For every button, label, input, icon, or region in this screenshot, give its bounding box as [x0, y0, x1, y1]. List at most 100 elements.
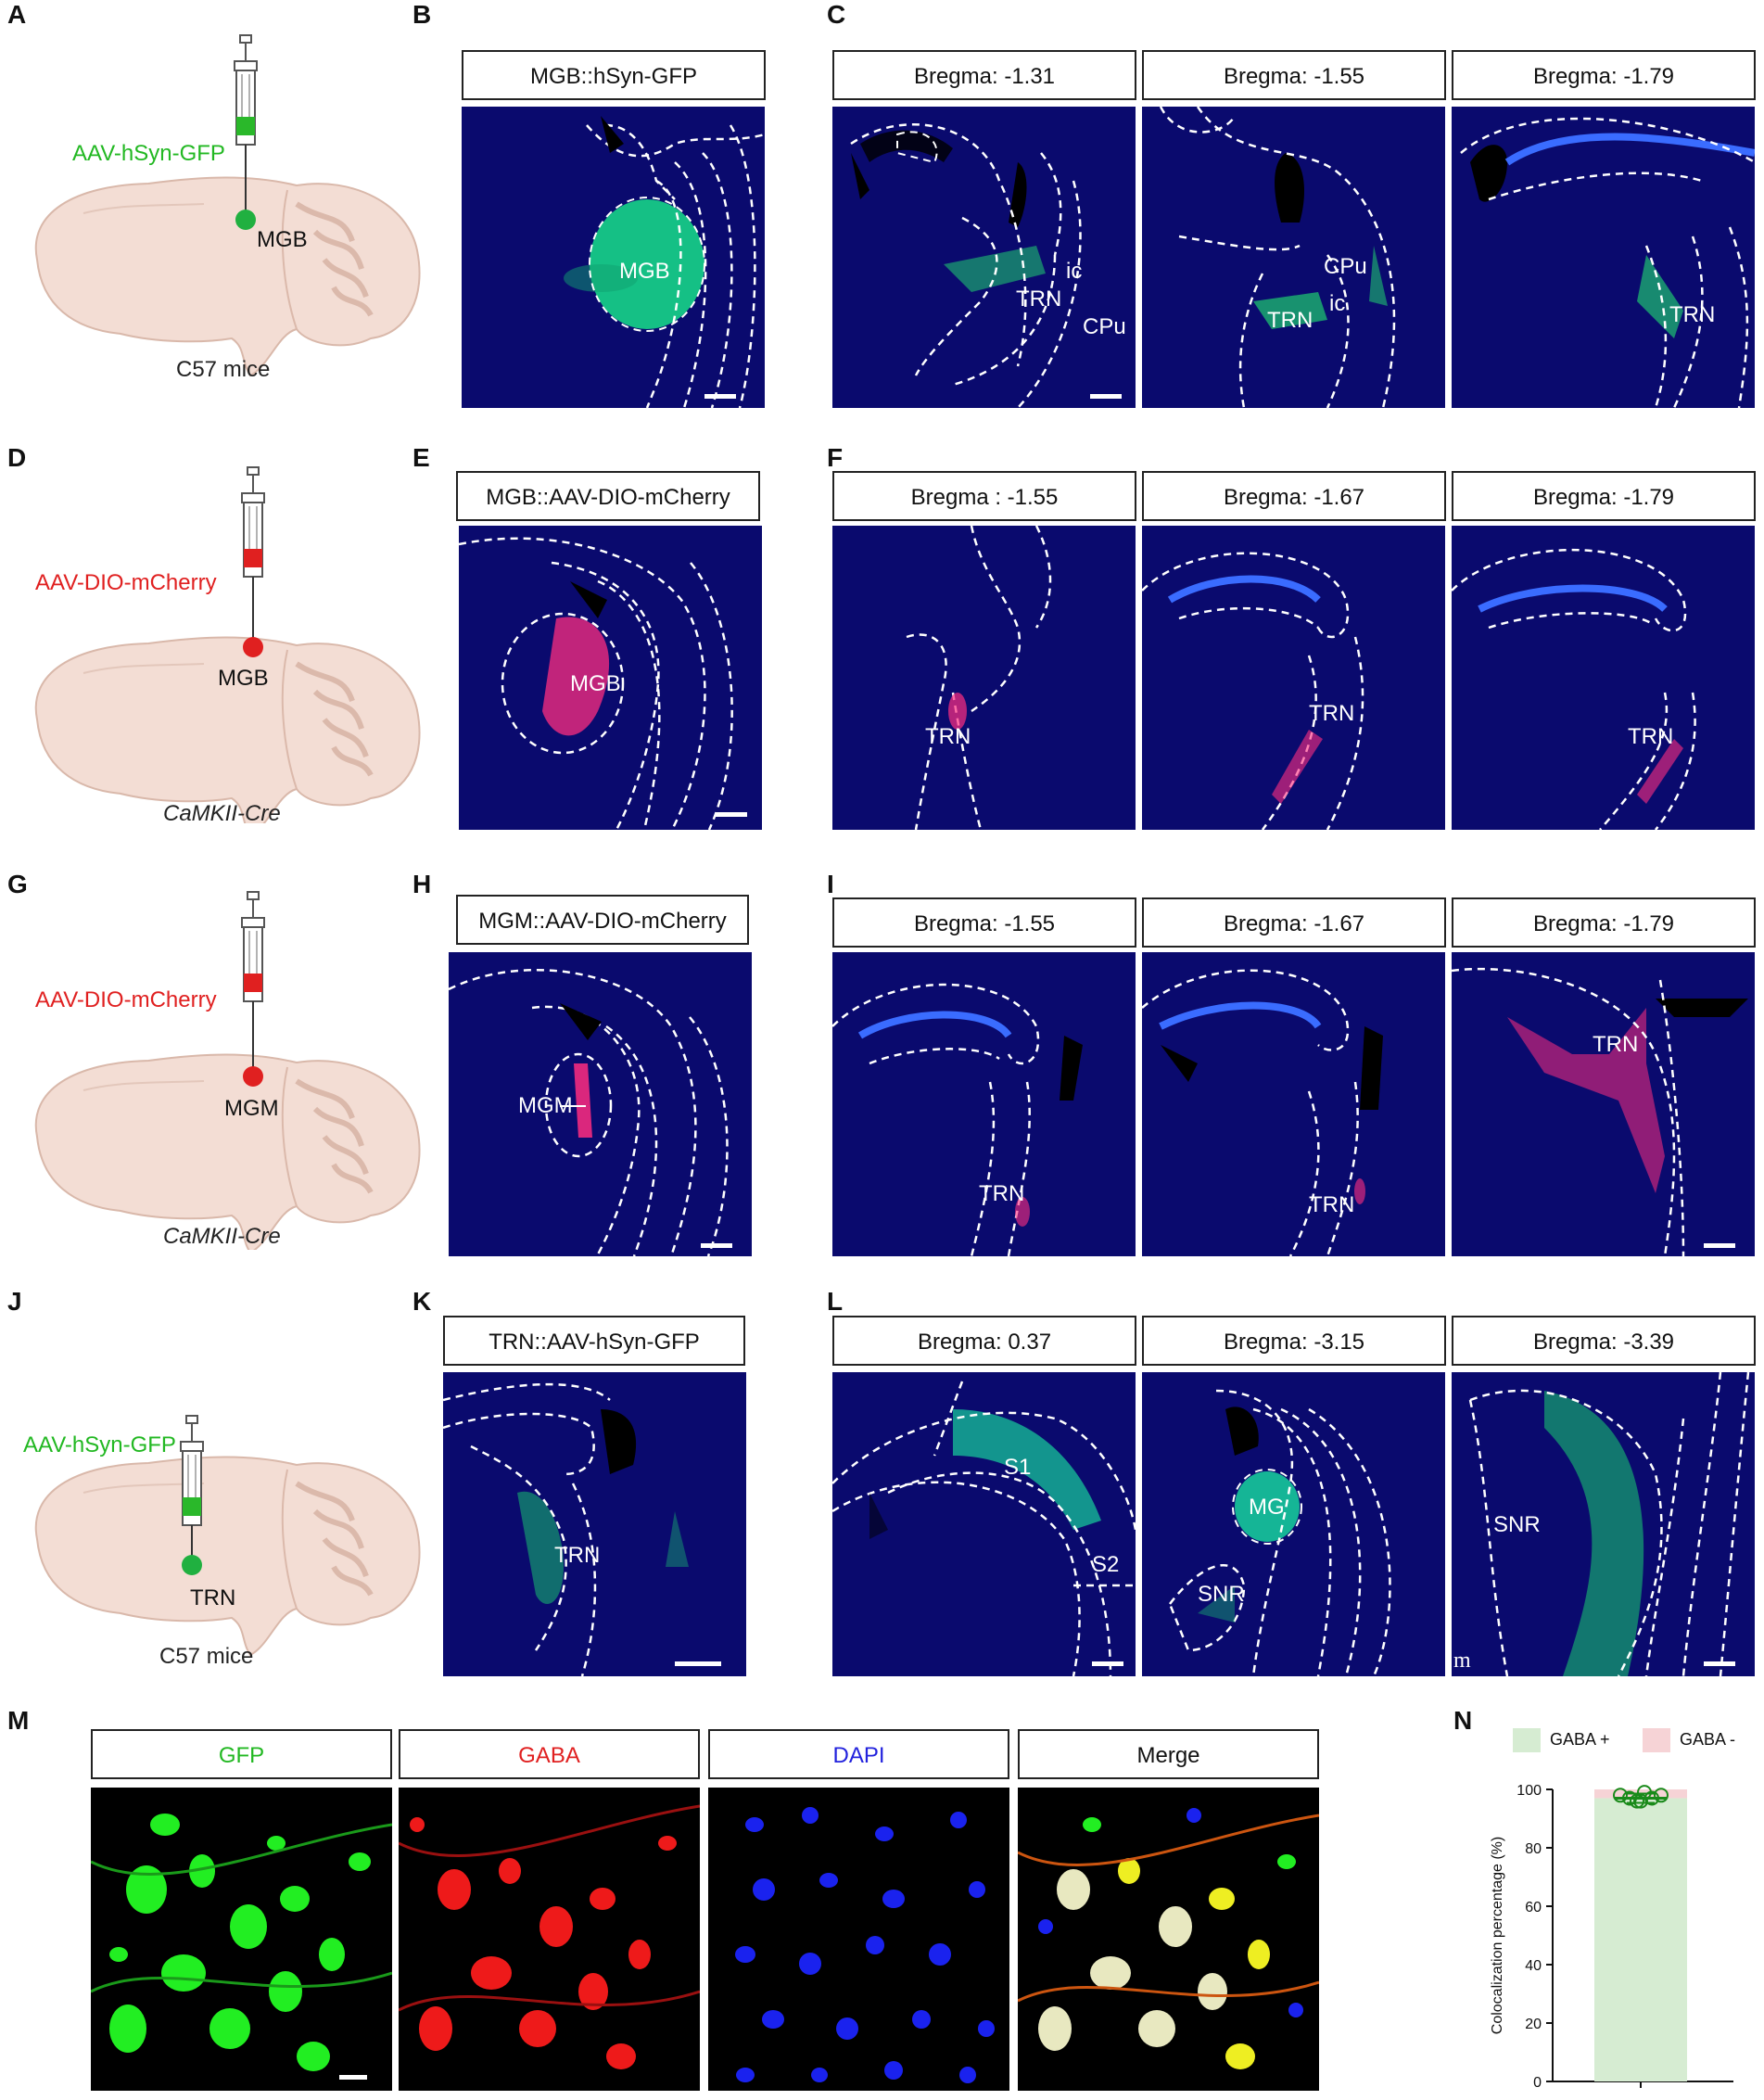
title-i1: Bregma: -1.55: [832, 897, 1136, 948]
scale-bar-m: [339, 2075, 367, 2080]
schematic-j: [19, 1415, 426, 1674]
micrograph-i3: TRN: [1452, 952, 1755, 1256]
title-b: MGB::hSyn-GFP: [462, 50, 766, 100]
title-l1: Bregma: 0.37: [832, 1316, 1136, 1366]
title-c3: Bregma: -1.79: [1452, 50, 1756, 100]
panel-label-b: B: [412, 0, 432, 29]
mouse-label-a: C57 mice: [176, 357, 271, 382]
panel-label-h: H: [412, 870, 432, 898]
virus-label-j: AAV-hSyn-GFP: [23, 1432, 176, 1457]
scale-bar-b: [704, 394, 736, 399]
legend-label-gaba-neg: GABA -: [1680, 1730, 1736, 1749]
title-m-gfp: GFP: [91, 1729, 392, 1779]
region-label-i3: TRN: [1593, 1032, 1638, 1057]
region-label-l1-s1: S1: [1004, 1455, 1031, 1480]
title-h: MGM::AAV-DIO-mCherry: [456, 895, 749, 945]
region-label-c2-trn: TRN: [1267, 308, 1313, 333]
scale-bar-e: [716, 812, 747, 817]
virus-label-d: AAV-DIO-mCherry: [35, 570, 217, 595]
panel-label-d: D: [7, 443, 27, 472]
title-c2: Bregma: -1.55: [1142, 50, 1446, 100]
micrograph-f2: TRN: [1142, 526, 1445, 830]
data-point: [1622, 1790, 1637, 1806]
region-label-f3: TRN: [1628, 724, 1673, 749]
panel-label-j: J: [7, 1287, 22, 1316]
mouse-label-j: C57 mice: [159, 1644, 254, 1669]
panel-label-n: N: [1453, 1706, 1473, 1735]
mouse-label-d: CaMKII-Cre: [163, 801, 281, 826]
micrograph-c2: CPu ic TRN: [1142, 107, 1445, 408]
y-tick-label: 0: [1533, 2075, 1542, 2091]
panel-label-i: I: [827, 870, 834, 898]
panel-label-f: F: [827, 443, 844, 472]
virus-label-g: AAV-DIO-mCherry: [35, 987, 217, 1012]
target-label-g: MGM: [224, 1096, 279, 1121]
mouse-label-g: CaMKII-Cre: [163, 1224, 281, 1249]
region-label-l3-m: m: [1453, 1648, 1471, 1673]
y-tick-label: 20: [1525, 2017, 1542, 2032]
panel-label-k: K: [412, 1287, 432, 1316]
region-label-l2-snr: SNR: [1198, 1582, 1245, 1607]
region-label-i2: TRN: [1309, 1192, 1354, 1217]
micrograph-l3: SNR m: [1452, 1372, 1755, 1676]
title-e: MGB::AAV-DIO-mCherry: [456, 471, 760, 521]
micrograph-b: MGB: [462, 107, 765, 408]
chart-n: 0 20 40 60 80 100 Colocalization percentage (%…: [1490, 1783, 1733, 2091]
title-f1: Bregma : -1.55: [832, 471, 1136, 521]
panel-label-c: C: [827, 0, 846, 29]
title-k: TRN::AAV-hSyn-GFP: [443, 1316, 745, 1366]
y-tick-label: 100: [1517, 1783, 1542, 1799]
region-label-f2: TRN: [1309, 701, 1354, 726]
schematic-a: [19, 34, 426, 389]
region-label-e: MGB: [570, 671, 621, 696]
target-label-j: TRN: [190, 1585, 236, 1610]
scale-bar-k: [675, 1661, 721, 1666]
region-label-h: MGM: [518, 1093, 573, 1118]
schematic-d: [19, 466, 426, 823]
title-f2: Bregma: -1.67: [1142, 471, 1446, 521]
micrograph-l2: MG SNR: [1142, 1372, 1445, 1676]
scale-bar-l1: [1092, 1661, 1123, 1666]
scale-bar-i: [1704, 1243, 1735, 1248]
micrograph-l1: S1 S2: [832, 1372, 1136, 1676]
title-l2: Bregma: -3.15: [1142, 1316, 1446, 1366]
data-point: [1644, 1790, 1659, 1806]
target-label-a: MGB: [257, 227, 308, 252]
micrograph-c1: TRN ic CPu: [832, 107, 1136, 408]
region-label-c2-ic: ic: [1329, 291, 1345, 316]
micrograph-i2: TRN: [1142, 952, 1445, 1256]
micrograph-i1: TRN: [832, 952, 1136, 1256]
region-label-k: TRN: [554, 1543, 600, 1568]
panel-label-e: E: [412, 443, 430, 472]
y-tick-label: 40: [1525, 1958, 1542, 1974]
title-m-gaba: GABA: [399, 1729, 700, 1779]
micrograph-f3: TRN: [1452, 526, 1755, 830]
region-label-l1-s2: S2: [1092, 1552, 1119, 1577]
title-m-merge: Merge: [1018, 1729, 1319, 1779]
virus-label-a: AAV-hSyn-GFP: [72, 141, 225, 166]
target-label-d: MGB: [218, 666, 269, 691]
bar-gaba-pos: [1594, 1798, 1687, 2081]
region-label-c1-ic: ic: [1066, 259, 1082, 284]
data-point: [1630, 1793, 1644, 1809]
micrograph-k: TRN: [443, 1372, 746, 1676]
micrograph-m-gaba: [399, 1788, 700, 2091]
micrograph-m-dapi: [708, 1788, 1009, 2091]
micrograph-c3: TRN: [1452, 107, 1755, 408]
y-tick-label: 60: [1525, 1900, 1542, 1915]
panel-label-a: A: [7, 0, 27, 29]
title-i2: Bregma: -1.67: [1142, 897, 1446, 948]
data-point: [1654, 1788, 1669, 1803]
scale-bar-h: [701, 1243, 732, 1248]
region-label-l2-mg: MG: [1249, 1495, 1285, 1520]
micrograph-e: MGB: [459, 526, 762, 830]
panel-label-m: M: [7, 1706, 30, 1735]
region-label-b: MGB: [619, 259, 670, 284]
data-point: [1613, 1788, 1628, 1803]
schematic-g: [19, 891, 426, 1250]
title-f3: Bregma: -1.79: [1452, 471, 1756, 521]
title-m-dapi: DAPI: [708, 1729, 1009, 1779]
title-i3: Bregma: -1.79: [1452, 897, 1756, 948]
y-tick-label: 80: [1525, 1841, 1542, 1857]
micrograph-h: MGM: [449, 952, 752, 1256]
